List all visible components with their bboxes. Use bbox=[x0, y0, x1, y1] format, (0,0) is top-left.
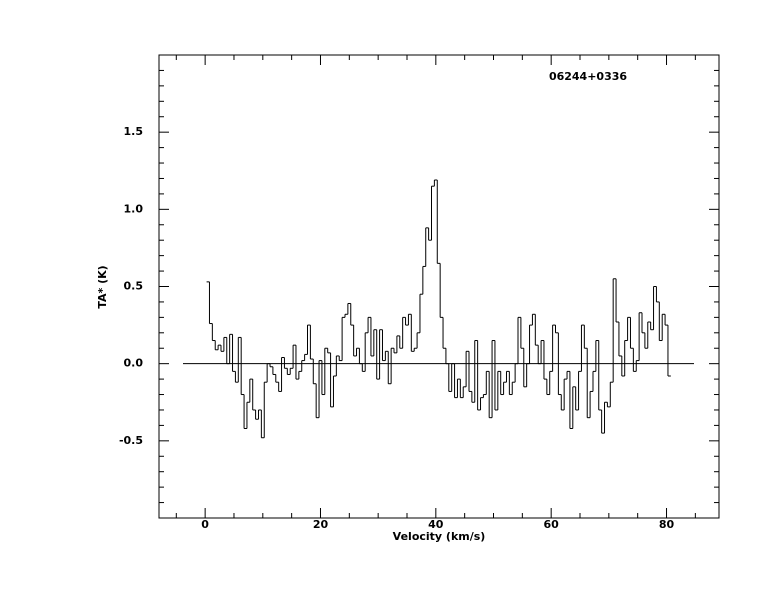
plot-frame bbox=[158, 54, 720, 519]
x-tick-label: 40 bbox=[428, 518, 444, 531]
annotation: 06244+0336 bbox=[549, 70, 627, 83]
y-tick-label: 1.5 bbox=[124, 125, 144, 138]
x-axis-label: Velocity (km/s) bbox=[393, 530, 486, 543]
y-tick-label: 0.5 bbox=[124, 280, 144, 293]
y-tick-label: -0.5 bbox=[119, 434, 143, 447]
x-tick-label: 60 bbox=[544, 518, 560, 531]
x-tick-label: 20 bbox=[313, 518, 329, 531]
y-axis-label: TA* (K) bbox=[96, 265, 109, 308]
x-tick-label: 80 bbox=[659, 518, 675, 531]
y-tick-label: 1.0 bbox=[124, 202, 144, 215]
y-tick-label: 0.0 bbox=[124, 357, 144, 370]
x-tick-label: 0 bbox=[201, 518, 209, 531]
